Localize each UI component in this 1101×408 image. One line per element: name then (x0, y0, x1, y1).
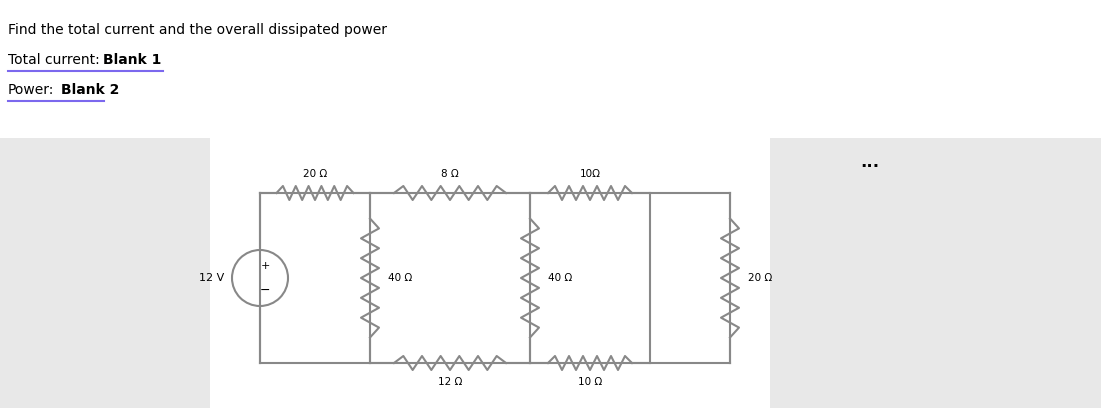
Text: −: − (260, 284, 270, 297)
Text: Blank 2: Blank 2 (61, 83, 119, 97)
Text: +: + (260, 261, 270, 271)
Text: 8 Ω: 8 Ω (442, 169, 459, 179)
Text: 12 Ω: 12 Ω (438, 377, 462, 387)
Text: Blank 1: Blank 1 (103, 53, 162, 67)
FancyBboxPatch shape (0, 138, 210, 408)
Text: 20 Ω: 20 Ω (303, 169, 327, 179)
Text: 10 Ω: 10 Ω (578, 377, 602, 387)
Text: 10Ω: 10Ω (579, 169, 600, 179)
Text: Power:: Power: (8, 83, 54, 97)
Text: 20 Ω: 20 Ω (748, 273, 772, 283)
Text: 40 Ω: 40 Ω (548, 273, 573, 283)
Text: 40 Ω: 40 Ω (388, 273, 412, 283)
Text: Total current:: Total current: (8, 53, 100, 67)
Text: ...: ... (860, 153, 879, 171)
Text: Find the total current and the overall dissipated power: Find the total current and the overall d… (8, 23, 386, 37)
Text: 12 V: 12 V (199, 273, 225, 283)
FancyBboxPatch shape (770, 138, 1101, 408)
